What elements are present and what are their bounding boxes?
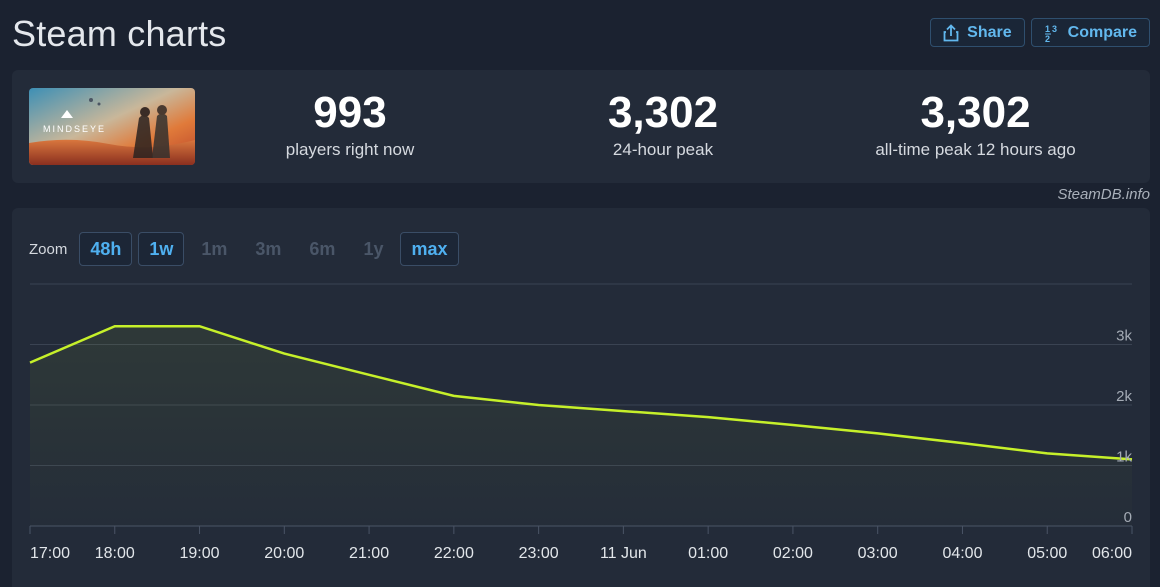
x-tick-label: 22:00 xyxy=(434,545,474,562)
game-thumbnail[interactable]: MINDSEYE xyxy=(29,88,195,165)
page-title: Steam charts xyxy=(12,13,227,54)
24h-peak-value: 3,302 xyxy=(607,88,719,137)
share-button[interactable]: Share xyxy=(930,18,1025,47)
current-players-value: 993 xyxy=(313,88,387,137)
y-tick-label: 0 xyxy=(1124,509,1132,526)
current-players-label: players right now xyxy=(285,140,415,159)
chart-card: Zoom 48h 1w 1m 3m 6m 1y max 0 1k 2k 3k 17:0… xyxy=(12,208,1150,587)
svg-text:3: 3 xyxy=(1052,24,1057,34)
x-tick-label: 06:00 xyxy=(1092,545,1132,562)
series-area xyxy=(30,326,1132,526)
x-tick-label: 04:00 xyxy=(942,545,982,562)
x-tick-label: 21:00 xyxy=(349,545,389,562)
x-tick-label: 02:00 xyxy=(773,545,813,562)
x-tick-label: 19:00 xyxy=(180,545,220,562)
stat-current-players: 993 players right now xyxy=(250,88,450,160)
svg-text:2: 2 xyxy=(1045,34,1050,43)
share-label: Share xyxy=(967,23,1012,41)
stats-card: MINDSEYE 993 players right now 3,302 24-… xyxy=(12,70,1150,183)
zoom-1y-button[interactable]: 1y xyxy=(363,238,384,259)
compare-icon: 1 3 2 xyxy=(1044,23,1060,43)
x-tick-label: 05:00 xyxy=(1027,545,1067,562)
zoom-controls: Zoom 48h 1w 1m 3m 6m 1y max xyxy=(29,232,459,266)
zoom-label: Zoom xyxy=(29,240,68,258)
y-tick-label: 3k xyxy=(1116,328,1132,345)
x-tick-label: 11 Jun xyxy=(600,545,647,562)
compare-button[interactable]: 1 3 2 Compare xyxy=(1030,18,1150,47)
all-time-peak-value: 3,302 xyxy=(920,88,1031,137)
zoom-6m-button[interactable]: 6m xyxy=(309,238,336,259)
zoom-1m-button[interactable]: 1m xyxy=(201,238,228,259)
x-tick-label: 17:00 xyxy=(30,545,70,562)
x-tick-label: 20:00 xyxy=(264,545,304,562)
zoom-3m-button[interactable]: 3m xyxy=(255,238,282,259)
x-tick-label: 18:00 xyxy=(95,545,135,562)
share-icon xyxy=(943,23,959,42)
top-actions: Share 1 3 2 Compare xyxy=(930,18,1150,47)
y-tick-label: 2k xyxy=(1116,388,1132,405)
zoom-1w-button[interactable]: 1w xyxy=(138,232,185,266)
compare-label: Compare xyxy=(1067,23,1137,41)
stat-24h-peak: 3,302 24-hour peak xyxy=(563,88,763,160)
x-tick-label: 01:00 xyxy=(688,545,728,562)
y-tick-label: 1k xyxy=(1116,449,1132,466)
zoom-max-button[interactable]: max xyxy=(400,232,459,266)
x-tick-label: 03:00 xyxy=(858,545,898,562)
steamdb-credit[interactable]: SteamDB.info xyxy=(1057,186,1150,203)
stat-all-time-peak: 3,302 all-time peak 12 hours ago xyxy=(838,88,1113,160)
game-logo-text: MINDSEYE xyxy=(43,124,106,134)
x-tick-label: 23:00 xyxy=(519,545,559,562)
zoom-48h-button[interactable]: 48h xyxy=(79,232,133,266)
all-time-peak-label: all-time peak 12 hours ago xyxy=(875,140,1076,159)
24h-peak-label: 24-hour peak xyxy=(612,140,714,159)
series-line xyxy=(29,324,1133,461)
svg-text:1: 1 xyxy=(1045,24,1050,34)
player-count-chart: 0 1k 2k 3k 17:00 18:00 19:00 20:00 21:00 22:00 23… xyxy=(29,283,1133,562)
